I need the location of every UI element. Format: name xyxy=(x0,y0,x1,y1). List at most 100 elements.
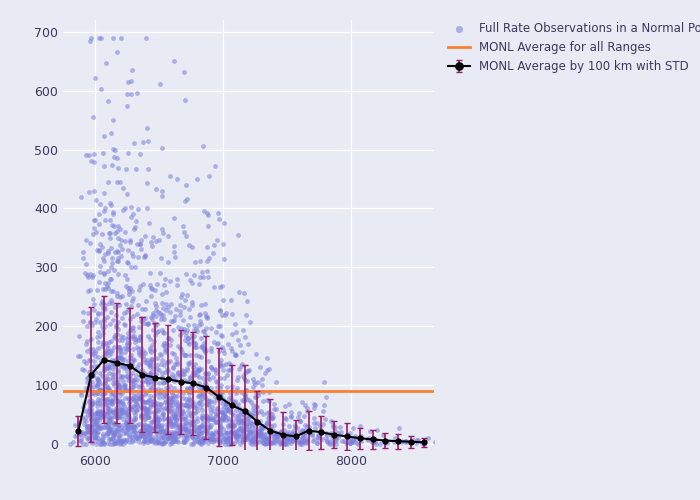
Full Rate Observations in a Normal Point xyxy=(269,400,280,408)
Full Rate Observations in a Normal Point xyxy=(136,378,147,386)
Full Rate Observations in a Normal Point xyxy=(113,354,125,362)
Full Rate Observations in a Normal Point xyxy=(240,425,251,433)
Full Rate Observations in a Normal Point xyxy=(136,366,148,374)
Full Rate Observations in a Normal Point xyxy=(136,396,148,404)
Full Rate Observations in a Normal Point xyxy=(252,428,263,436)
Full Rate Observations in a Normal Point xyxy=(120,405,132,413)
Full Rate Observations in a Normal Point xyxy=(129,374,140,382)
Full Rate Observations in a Normal Point xyxy=(158,328,169,336)
Full Rate Observations in a Normal Point xyxy=(321,430,332,438)
Full Rate Observations in a Normal Point xyxy=(76,437,87,445)
Full Rate Observations in a Normal Point xyxy=(193,364,204,372)
Full Rate Observations in a Normal Point xyxy=(200,370,211,378)
Full Rate Observations in a Normal Point xyxy=(151,428,162,436)
Full Rate Observations in a Normal Point xyxy=(99,250,111,258)
Full Rate Observations in a Normal Point xyxy=(149,424,160,432)
Full Rate Observations in a Normal Point xyxy=(94,370,105,378)
Full Rate Observations in a Normal Point xyxy=(327,420,338,428)
Full Rate Observations in a Normal Point xyxy=(241,367,252,375)
Full Rate Observations in a Normal Point xyxy=(236,417,247,425)
Full Rate Observations in a Normal Point xyxy=(122,259,134,267)
Full Rate Observations in a Normal Point xyxy=(88,224,99,232)
Full Rate Observations in a Normal Point xyxy=(152,327,163,335)
Full Rate Observations in a Normal Point xyxy=(160,428,171,436)
Full Rate Observations in a Normal Point xyxy=(143,426,154,434)
Full Rate Observations in a Normal Point xyxy=(122,416,133,424)
Full Rate Observations in a Normal Point xyxy=(309,404,320,412)
Full Rate Observations in a Normal Point xyxy=(178,303,190,311)
Full Rate Observations in a Normal Point xyxy=(282,432,293,440)
Full Rate Observations in a Normal Point xyxy=(202,430,213,438)
Full Rate Observations in a Normal Point xyxy=(263,421,274,429)
Full Rate Observations in a Normal Point xyxy=(131,310,142,318)
Full Rate Observations in a Normal Point xyxy=(158,426,169,434)
Full Rate Observations in a Normal Point xyxy=(223,340,234,348)
Full Rate Observations in a Normal Point xyxy=(127,394,138,402)
Full Rate Observations in a Normal Point xyxy=(79,358,90,366)
Full Rate Observations in a Normal Point xyxy=(162,375,174,383)
Full Rate Observations in a Normal Point xyxy=(134,394,145,402)
Full Rate Observations in a Normal Point xyxy=(118,344,130,351)
Full Rate Observations in a Normal Point xyxy=(203,396,214,404)
Full Rate Observations in a Normal Point xyxy=(159,404,170,412)
Full Rate Observations in a Normal Point xyxy=(88,271,99,279)
Full Rate Observations in a Normal Point xyxy=(241,410,253,418)
Full Rate Observations in a Normal Point xyxy=(99,389,111,397)
Full Rate Observations in a Normal Point xyxy=(181,401,193,409)
Full Rate Observations in a Normal Point xyxy=(164,341,176,349)
Full Rate Observations in a Normal Point xyxy=(88,412,99,420)
Full Rate Observations in a Normal Point xyxy=(251,416,262,424)
Full Rate Observations in a Normal Point xyxy=(211,436,222,444)
Full Rate Observations in a Normal Point xyxy=(90,368,101,376)
Full Rate Observations in a Normal Point xyxy=(144,430,155,438)
Full Rate Observations in a Normal Point xyxy=(98,316,109,324)
Full Rate Observations in a Normal Point xyxy=(193,312,204,320)
Full Rate Observations in a Normal Point xyxy=(178,367,190,375)
Full Rate Observations in a Normal Point xyxy=(250,438,261,446)
Full Rate Observations in a Normal Point xyxy=(234,424,246,432)
Full Rate Observations in a Normal Point xyxy=(208,338,219,346)
Full Rate Observations in a Normal Point xyxy=(83,287,94,295)
Full Rate Observations in a Normal Point xyxy=(271,431,282,439)
Full Rate Observations in a Normal Point xyxy=(69,422,80,430)
Full Rate Observations in a Normal Point xyxy=(127,327,139,335)
Full Rate Observations in a Normal Point xyxy=(255,436,266,444)
Full Rate Observations in a Normal Point xyxy=(245,398,256,406)
Full Rate Observations in a Normal Point xyxy=(156,374,167,382)
Full Rate Observations in a Normal Point xyxy=(129,223,140,231)
Full Rate Observations in a Normal Point xyxy=(229,350,240,358)
Full Rate Observations in a Normal Point xyxy=(108,419,119,427)
Full Rate Observations in a Normal Point xyxy=(279,440,290,448)
Full Rate Observations in a Normal Point xyxy=(279,439,290,447)
Full Rate Observations in a Normal Point xyxy=(215,356,226,364)
Full Rate Observations in a Normal Point xyxy=(214,283,225,291)
Full Rate Observations in a Normal Point xyxy=(155,434,167,442)
Full Rate Observations in a Normal Point xyxy=(160,342,171,350)
Full Rate Observations in a Normal Point xyxy=(125,375,136,383)
Full Rate Observations in a Normal Point xyxy=(249,437,260,445)
Full Rate Observations in a Normal Point xyxy=(200,381,211,389)
Full Rate Observations in a Normal Point xyxy=(189,420,200,428)
Full Rate Observations in a Normal Point xyxy=(198,344,209,352)
Full Rate Observations in a Normal Point xyxy=(138,420,149,428)
Full Rate Observations in a Normal Point xyxy=(140,252,151,260)
Full Rate Observations in a Normal Point xyxy=(286,429,297,437)
Full Rate Observations in a Normal Point xyxy=(244,410,255,418)
Full Rate Observations in a Normal Point xyxy=(212,322,223,330)
Full Rate Observations in a Normal Point xyxy=(155,310,167,318)
Full Rate Observations in a Normal Point xyxy=(127,436,138,444)
Full Rate Observations in a Normal Point xyxy=(113,164,124,172)
Full Rate Observations in a Normal Point xyxy=(251,409,262,417)
Full Rate Observations in a Normal Point xyxy=(114,372,125,380)
Full Rate Observations in a Normal Point xyxy=(237,417,248,425)
Full Rate Observations in a Normal Point xyxy=(118,364,130,372)
Full Rate Observations in a Normal Point xyxy=(90,316,101,324)
Full Rate Observations in a Normal Point xyxy=(237,326,248,334)
Full Rate Observations in a Normal Point xyxy=(127,402,138,410)
Full Rate Observations in a Normal Point xyxy=(260,434,272,442)
Full Rate Observations in a Normal Point xyxy=(162,398,174,406)
Full Rate Observations in a Normal Point xyxy=(170,415,181,423)
Full Rate Observations in a Normal Point xyxy=(152,430,163,438)
Full Rate Observations in a Normal Point xyxy=(69,432,80,440)
Full Rate Observations in a Normal Point xyxy=(241,428,253,436)
